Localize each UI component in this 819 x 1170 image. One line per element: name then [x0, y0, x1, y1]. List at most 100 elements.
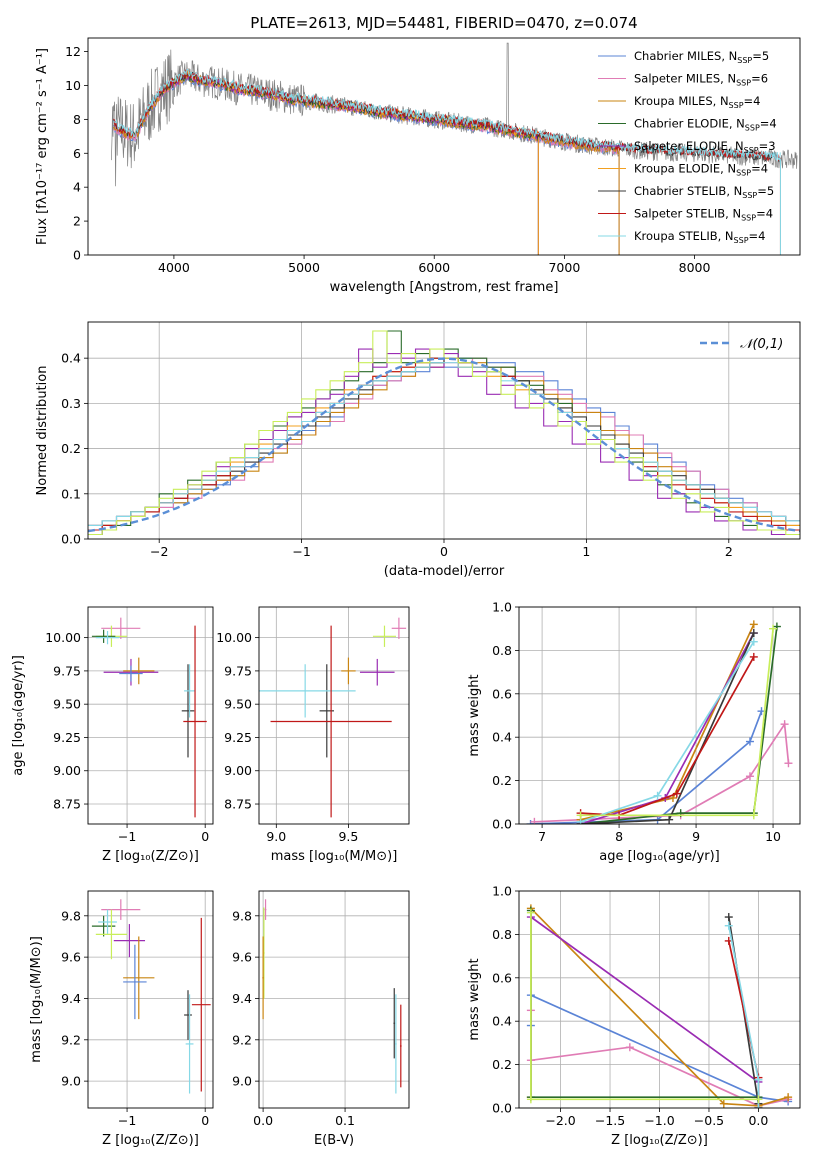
x-tick-label: −2.0	[545, 1113, 575, 1128]
massweight_vs_Z-plot-area	[526, 904, 793, 1108]
x-tick-label: 9.5	[338, 829, 358, 844]
data-point	[95, 630, 120, 645]
y-tick-label: 9.0	[61, 1074, 81, 1089]
residual-legend: 𝒩(0,1)	[700, 337, 783, 352]
legend-label: Chabrier STELIB, NSSP=5	[634, 184, 774, 200]
y-tick-label: 9.75	[53, 663, 81, 678]
spectrum-legend: Chabrier MILES, NSSP=5 Salpeter MILES, NS…	[598, 49, 777, 245]
mass-weight-marker	[784, 1093, 793, 1102]
y-tick-label: 6	[73, 146, 81, 161]
model-spectrum-line	[113, 74, 620, 155]
axes-frame	[87, 606, 214, 825]
x-tick-label: 8	[615, 829, 623, 844]
data-point	[184, 990, 192, 1040]
mass-weight-marker	[769, 624, 778, 633]
mass-weight-marker	[754, 1075, 763, 1084]
mass-weight-marker	[526, 1095, 535, 1104]
y-tick-label: 0.8	[492, 643, 512, 658]
mass-weight-line	[530, 710, 763, 824]
y-axis-label: mass [log₁₀(M/M⊙)]	[29, 936, 44, 1063]
mass-weight-marker	[665, 815, 674, 824]
data-point	[341, 657, 356, 685]
y-tick-label: 0.1	[61, 486, 81, 501]
y-tick-label: 9.6	[61, 950, 81, 965]
data-point	[185, 994, 194, 1094]
x-tick-label: 2	[725, 544, 733, 559]
x-tick-label: 0.1	[335, 1113, 355, 1128]
x-tick-label: −1	[118, 829, 136, 844]
y-tick-label: 1.0	[492, 884, 512, 899]
data-point	[391, 617, 407, 639]
y-tick-label: 1.0	[492, 600, 512, 615]
x-axis-label: mass [log₁₀(M/M⊙)]	[271, 849, 398, 864]
mass-weight-marker	[780, 720, 789, 729]
spectrum-panel: 4000 5000 6000 7000 8000 0 2 4 6 8 10 12 wavelength …	[35, 37, 801, 295]
axes-frame	[258, 606, 410, 825]
mass-weight-line	[530, 912, 759, 1101]
age_vs_Z-plot-area	[91, 617, 207, 818]
y-tick-label: 0.2	[492, 773, 512, 788]
y-axis-label: mass weight	[467, 674, 482, 756]
mass-weight-line	[530, 910, 760, 1108]
legend-label: Salpeter ELODIE, NSSP=3	[634, 139, 776, 155]
mass_vs_Z-plot-area	[91, 899, 211, 1094]
mass-weight-marker	[745, 772, 754, 781]
y-tick-label: 8	[73, 112, 81, 127]
residuals-panel: −2 −1 0 1 2 0.0 0.1 0.2 0.3 0.4 (data-model)/error…	[35, 321, 801, 579]
legend-label: Salpeter MILES, NSSP=6	[634, 72, 768, 88]
legend-label: Kroupa STELIB, NSSP=4	[634, 229, 765, 245]
x-tick-label: 6000	[418, 260, 450, 275]
x-tick-label: 4000	[158, 260, 190, 275]
mass-weight-marker	[749, 637, 758, 646]
data-point	[119, 665, 143, 682]
y-tick-label: 0.2	[61, 441, 81, 456]
x-tick-label: −0.5	[694, 1113, 724, 1128]
x-axis-label: E(B-V)	[314, 1133, 354, 1148]
mass-weight-line	[580, 656, 755, 817]
axes-frame	[518, 606, 801, 825]
y-tick-label: 9.4	[61, 991, 81, 1006]
x-tick-label: −1	[118, 1113, 136, 1128]
y-tick-label: 9.2	[232, 1032, 252, 1047]
residuals-plot-area	[88, 330, 800, 536]
x-axis-label: Z [log₁₀(Z/Z⊙)]	[102, 849, 199, 864]
mass-weight-marker	[745, 737, 754, 746]
mass-weight-marker	[719, 1099, 728, 1108]
mass-weight-line	[580, 632, 755, 824]
y-tick-label: 9.50	[224, 697, 252, 712]
data-point	[183, 625, 207, 818]
x-tick-label: 9	[692, 829, 700, 844]
legend-label: 𝒩(0,1)	[740, 337, 783, 352]
mass_vs_ebv-panel: 0.0 0.1 9.0 9.2 9.4 9.6 9.8 E(B-V)	[232, 890, 410, 1148]
x-tick-label: 0.0	[253, 1113, 273, 1128]
mass-weight-marker	[749, 811, 758, 820]
massweight_vs_Z-panel: −2.0 −1.5 −1.0 −0.5 0.0 0.0 0.2 0.4 0.6 0.8 1.0 Z […	[467, 884, 801, 1148]
model-spectrum-line	[113, 75, 620, 156]
mass-weight-line	[580, 626, 778, 824]
y-tick-label: 9.25	[224, 730, 252, 745]
y-tick-label: 10	[65, 78, 81, 93]
x-tick-label: 10	[765, 829, 781, 844]
x-axis-label: wavelength [Angstrom, rest frame]	[330, 280, 559, 295]
mass-weight-marker	[749, 620, 758, 629]
x-axis-label: Z [log₁₀(Z/Z⊙)]	[611, 1133, 708, 1148]
y-tick-label: 9.25	[53, 730, 81, 745]
y-tick-label: 0.4	[492, 730, 512, 745]
mass-weight-marker	[784, 759, 793, 768]
data-point	[184, 664, 196, 718]
y-tick-label: 9.00	[224, 763, 252, 778]
y-tick-label: 0.0	[61, 532, 81, 547]
data-point	[101, 617, 141, 639]
axes-frame	[258, 890, 410, 1109]
y-tick-label: 0	[73, 248, 81, 263]
data-point	[113, 924, 146, 958]
y-tick-label: 0.4	[61, 351, 81, 366]
x-tick-label: 0	[201, 829, 209, 844]
y-tick-label: 10.00	[216, 630, 252, 645]
x-tick-label: 9.0	[266, 829, 286, 844]
y-tick-label: 12	[65, 44, 81, 59]
x-tick-label: 7	[538, 829, 546, 844]
data-point	[98, 909, 117, 935]
y-tick-label: 9.00	[53, 763, 81, 778]
